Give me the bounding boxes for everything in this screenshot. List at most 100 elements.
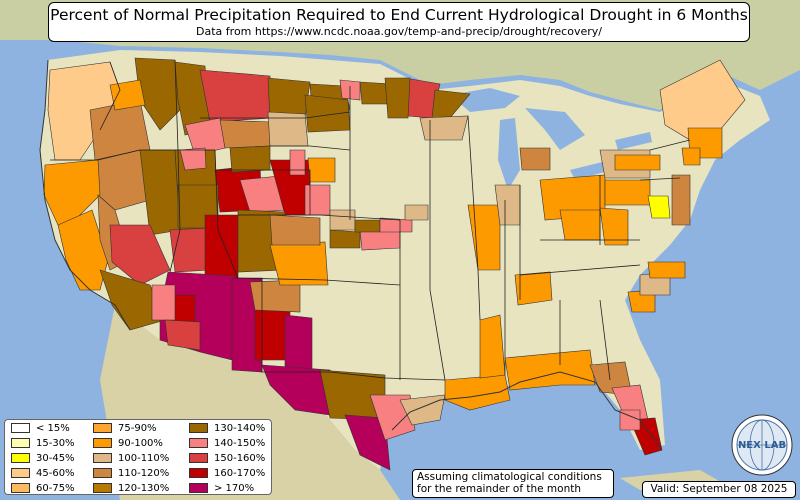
region-ok (269, 241, 329, 286)
region-nc2 (647, 261, 686, 279)
legend-label: 130-140% (214, 423, 266, 434)
legend-label: 30-45% (36, 453, 75, 464)
region-ks6 (379, 217, 413, 233)
legend-item: 110-120% (93, 468, 169, 480)
legend-swatch (189, 453, 208, 463)
region-az-lightred (164, 319, 201, 351)
region-co-top (229, 145, 271, 173)
legend-item: 150-160% (189, 453, 265, 465)
region-ks5 (354, 219, 381, 233)
region-pa-yellow (647, 195, 671, 219)
legend-label: 150-160% (214, 453, 266, 464)
region-mt-central (199, 69, 273, 123)
legend-label: 90-100% (118, 438, 163, 449)
region-nm-mag2 (284, 314, 313, 373)
region-ct (681, 147, 701, 166)
legend-item: 15-30% (11, 438, 75, 450)
region-ca-south (99, 269, 166, 331)
region-ks2 (329, 229, 361, 249)
logo-text: NEX LAB (738, 440, 786, 451)
region-ca-red (109, 224, 171, 286)
state-borders (50, 59, 691, 381)
legend-label: 140-150% (214, 438, 266, 449)
region-co-pink2 (289, 149, 306, 176)
region-ca-coast (57, 209, 109, 291)
legend-item: 120-130% (93, 483, 169, 495)
drought-regions (43, 57, 746, 471)
region-ut-pink (179, 147, 207, 171)
region-az-dark (204, 214, 239, 279)
region-il (467, 204, 501, 271)
region-md (671, 174, 691, 226)
region-ne-orange (307, 157, 336, 183)
legend-label: 15-30% (36, 438, 75, 449)
region-sd-tan (267, 111, 309, 147)
legend-label: 60-75% (36, 483, 75, 494)
region-ne (304, 184, 331, 216)
region-tn (514, 271, 553, 306)
coastlines (39, 59, 663, 451)
legend-label: 120-130% (118, 483, 170, 494)
region-ny-orange (614, 154, 661, 171)
legend-item: 140-150% (189, 438, 265, 450)
note-line-2: for the remainder of the month (417, 483, 582, 495)
legend-swatch (11, 468, 30, 478)
legend-item: 45-60% (11, 468, 75, 480)
region-ky (559, 209, 601, 241)
legend: < 15% 15-30% 30-45% 45-60% 60-75% 75-90% 90-10… (4, 419, 272, 495)
nexlab-globe-logo-icon: NEX LAB (731, 414, 793, 476)
legend-swatch (93, 468, 112, 478)
note-line-1: Assuming climatological conditions (417, 471, 602, 483)
legend-swatch (93, 438, 112, 448)
legend-item: 160-170% (189, 468, 265, 480)
region-pa (604, 179, 651, 206)
legend-item: > 170% (189, 483, 254, 495)
legend-swatch (189, 438, 208, 448)
note-box: Assuming climatological conditions for t… (412, 469, 614, 498)
legend-item: 60-75% (11, 483, 75, 495)
legend-label: 160-170% (214, 468, 266, 479)
legend-swatch (93, 423, 112, 433)
legend-swatch (189, 483, 208, 493)
legend-swatch (11, 483, 30, 493)
map-title: Percent of Normal Precipitation Required… (50, 6, 748, 24)
region-mo (404, 204, 429, 221)
legend-swatch (11, 438, 30, 448)
region-az-pink (151, 284, 176, 321)
legend-item: 100-110% (93, 453, 169, 465)
legend-label: 75-90% (118, 423, 157, 434)
legend-item: 130-140% (189, 423, 265, 435)
legend-swatch (11, 423, 30, 433)
valid-date: Valid: September 08 2025 (642, 481, 796, 498)
legend-swatch (93, 453, 112, 463)
region-tx-west (261, 364, 331, 416)
legend-item: 30-45% (11, 453, 75, 465)
title-box: Percent of Normal Precipitation Required… (48, 2, 750, 42)
legend-swatch (189, 423, 208, 433)
region-sd-brown (304, 94, 351, 133)
region-wy-brown (219, 119, 271, 149)
region-ks4 (329, 209, 356, 231)
legend-label: < 15% (36, 423, 70, 434)
region-fl-pink (619, 409, 641, 431)
legend-swatch (189, 468, 208, 478)
region-tx-south (344, 414, 391, 471)
legend-item: 75-90% (93, 423, 157, 435)
region-wa-east (109, 79, 146, 111)
region-az-north (169, 227, 211, 273)
region-wv (599, 207, 629, 246)
region-mn-brown (384, 77, 411, 119)
region-wi (419, 115, 469, 141)
legend-swatch (93, 483, 112, 493)
legend-label: 100-110% (118, 453, 170, 464)
legend-item: < 15% (11, 423, 70, 435)
legend-item: 90-100% (93, 438, 163, 450)
region-mi (519, 147, 551, 171)
legend-label: 110-120% (118, 468, 170, 479)
legend-label: 45-60% (36, 468, 75, 479)
map-subtitle: Data from https://www.ncdc.noaa.gov/temp… (196, 25, 602, 38)
legend-swatch (11, 453, 30, 463)
legend-label: > 170% (214, 483, 255, 494)
